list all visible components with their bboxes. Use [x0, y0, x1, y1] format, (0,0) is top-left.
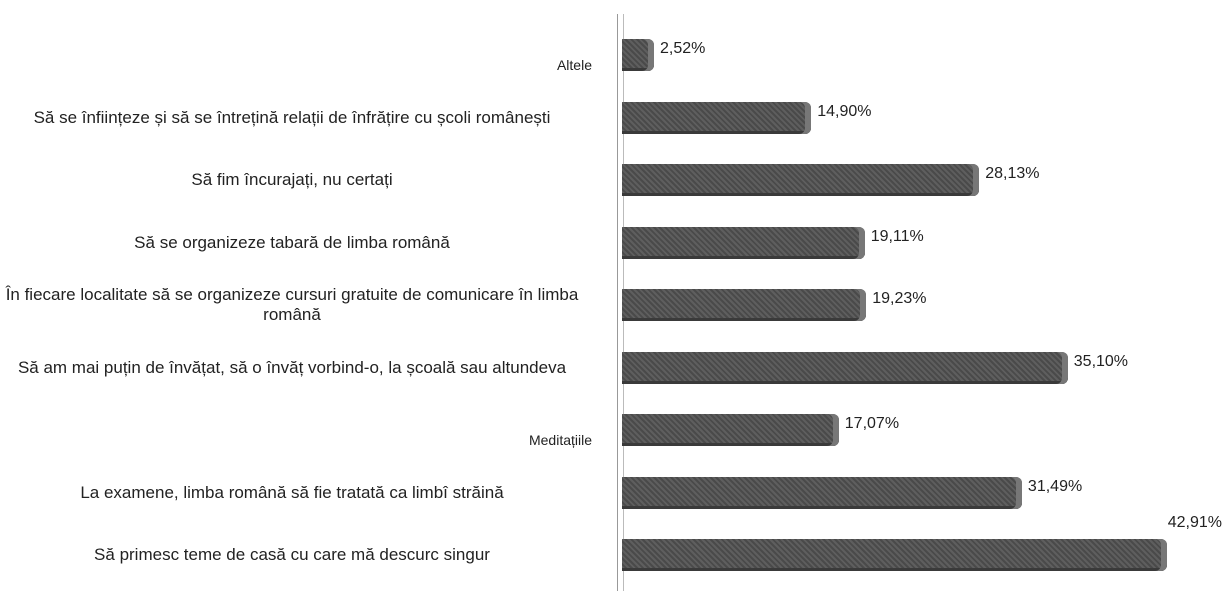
category-label: Să primesc teme de casă cu care mă descu…	[94, 545, 490, 564]
bar	[622, 539, 1167, 571]
bar	[622, 351, 1068, 384]
value-label: 2,52%	[660, 40, 706, 57]
category-label: Altele	[556, 57, 592, 73]
bar	[622, 476, 1022, 509]
category-label: În fiecare localitate să se organizeze c…	[5, 285, 579, 324]
bar	[622, 289, 867, 321]
category-label: Să am mai puțin de învățat, să o învăț v…	[17, 357, 567, 377]
category-label: La examene, limba română să fie tratată …	[80, 482, 504, 502]
bar	[622, 414, 839, 446]
bar	[622, 101, 812, 134]
value-label: 28,13%	[985, 165, 1040, 182]
bar	[622, 164, 980, 196]
value-label: 19,11%	[870, 227, 924, 245]
value-label: 14,90%	[817, 102, 872, 120]
category-label: Să se organizeze tabară de limba română	[134, 232, 450, 252]
category-label: Să se înființeze și să se întrețină rela…	[33, 107, 551, 127]
bar	[622, 39, 654, 71]
value-label: 19,23%	[872, 290, 927, 307]
value-label: 17,07%	[844, 415, 900, 432]
value-label: 31,49%	[1027, 477, 1083, 495]
category-label: Meditațiile	[528, 432, 592, 448]
category-label: Să fim încurajați, nu certați	[191, 170, 393, 189]
value-label: 42,91%	[1167, 514, 1222, 531]
bar	[622, 226, 865, 259]
value-label: 35,10%	[1073, 352, 1129, 370]
